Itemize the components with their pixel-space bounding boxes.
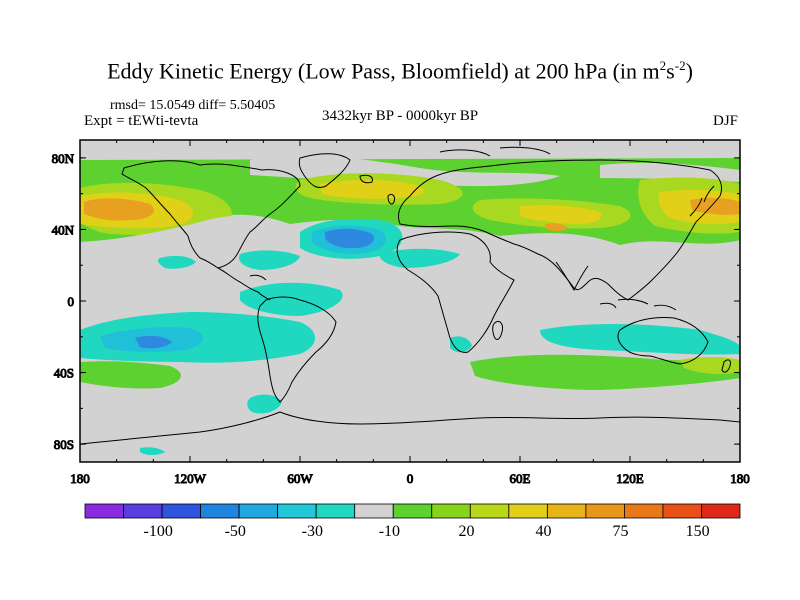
lon-tick-label: 120E — [616, 471, 644, 486]
coastlines — [80, 146, 740, 445]
colorbar-box — [585, 503, 625, 519]
colorbar-label: -100 — [144, 523, 173, 540]
colorbar-box — [200, 503, 240, 519]
lat-ticks: 80N 40N 0 40S 80S — [51, 150, 740, 453]
coast-eurasia — [397, 159, 723, 301]
colorbar-box — [469, 503, 510, 519]
season-label: DJF — [713, 113, 739, 129]
colorbar-box — [392, 503, 433, 519]
lon-ticks: 180 120W 60W 0 60E 120E 180 — [70, 140, 750, 487]
colorbar-box — [123, 503, 163, 519]
lat-tick-label: 80N — [52, 151, 75, 166]
colorbar-label: -10 — [379, 523, 400, 540]
lon-tick-label: 120W — [174, 471, 207, 486]
lon-tick-label: 180 — [730, 471, 750, 486]
lon-tick-label: 0 — [407, 471, 414, 486]
chart-title: Eddy Kinetic Energy (Low Pass, Bloomfiel… — [107, 58, 693, 84]
coast-africa — [396, 231, 515, 353]
lat-tick-label: 0 — [68, 294, 75, 309]
colorbar-box — [161, 503, 201, 519]
lon-tick-label: 60E — [510, 471, 531, 486]
colorbar-box — [624, 503, 664, 519]
colorbar-box — [315, 503, 356, 519]
colorbar-box — [238, 503, 279, 519]
colorbar-label: -30 — [302, 523, 323, 540]
rmsd-diff-label: rmsd= 15.0549 diff= 5.50405 — [110, 98, 276, 113]
colorbar-label: 20 — [458, 523, 474, 540]
field-contours — [80, 155, 740, 455]
colorbar-box — [508, 503, 548, 519]
colorbar-box — [84, 503, 124, 519]
coast-greenland — [298, 153, 351, 189]
colorbar-label: -50 — [225, 523, 246, 540]
colorbar-box — [546, 503, 587, 519]
colorbar-box — [354, 503, 394, 519]
coast-antarctica — [80, 411, 740, 445]
lat-tick-label: 40S — [54, 366, 74, 381]
colorbar-label: 75 — [613, 523, 629, 540]
lat-tick-label: 80S — [54, 437, 74, 452]
lon-tick-label: 180 — [70, 471, 90, 486]
coast-south-america — [257, 296, 337, 403]
colorbar-box — [431, 503, 471, 519]
period-label: 3432kyr BP - 0000kyr BP — [321, 108, 479, 124]
coast-north-america — [121, 160, 301, 269]
colorbar-box — [662, 503, 702, 519]
colorbar-label: 150 — [686, 523, 710, 540]
experiment-label: Expt = tEWti-tevta — [84, 113, 199, 129]
lon-tick-label: 60W — [287, 471, 313, 486]
lat-tick-label: 40N — [52, 222, 75, 237]
colorbar-label: 40 — [536, 523, 552, 540]
colorbar-box — [701, 503, 741, 519]
colorbar-box — [277, 503, 317, 519]
colorbar: -100 -50 -30 -10 20 40 75 150 — [84, 503, 741, 540]
coast-australia — [617, 317, 709, 365]
